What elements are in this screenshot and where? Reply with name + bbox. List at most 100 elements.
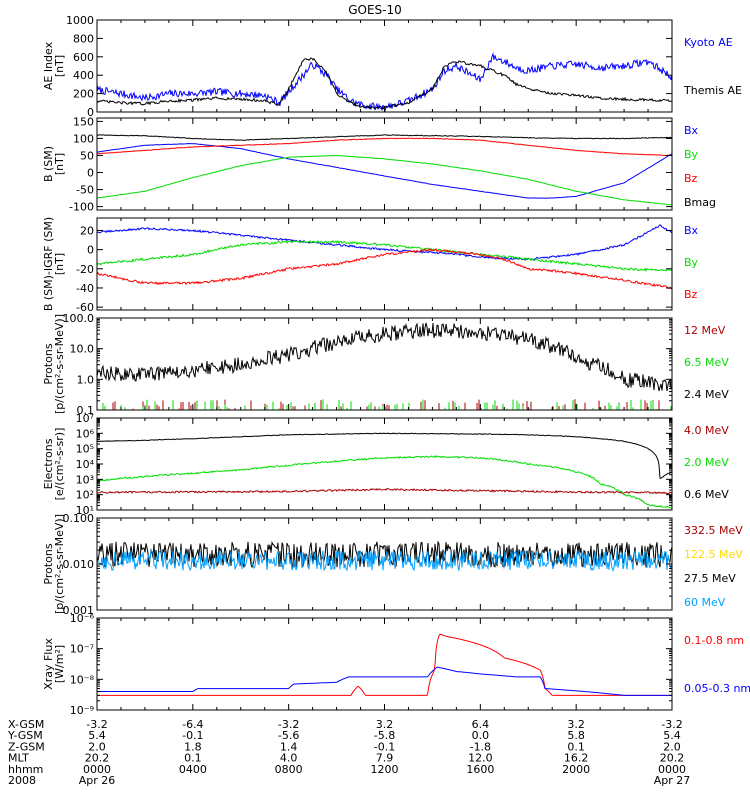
x-row-value: -0.1 [182,729,203,742]
y-axis-label: B (SM)-IGRF (SM)[nT] [42,217,66,311]
y-tick-label: 10⁷ [76,412,94,425]
y-axis-label: Xray Flux[W/m²] [42,638,66,690]
y-axis-label: Protons[p/(cm²-s-sr-MeV)] [42,314,66,414]
x-row-value: 0.1 [567,740,585,753]
x-row-value: 6.4 [472,718,490,731]
chart-panels: 0 200 400 600 800 1000 AE Index[nT] Kyoto AE The… [42,14,750,717]
y-axis-label: Electrons[e/(cm²-s-sr)] [42,428,66,501]
panel-frame [96,617,673,711]
x-row-value: 5.8 [567,729,585,742]
series-3-3 [96,247,672,290]
y-tick-label: 100.0 [63,312,95,325]
x-row-value: -3.2 [278,718,299,731]
y-tick-label: 400 [73,69,94,82]
legend-entry: Bz [684,288,698,301]
x-row-value: 3.2 [376,718,394,731]
panel-3: -60 -40 -20 0 20 B (SM)-IGRF (SM)[nT] Bx By Bz [42,217,699,314]
x-row-value: 0000 [658,763,686,776]
series-2-2 [96,154,673,206]
series-5-2 [97,455,673,509]
legend-entry: 6.5 MeV [684,356,729,369]
series-2-3 [97,137,673,157]
y-tick-label: 50 [80,149,94,162]
x-row-name: Y-GSM [7,729,43,742]
x-row-name: Z-GSM [8,740,45,753]
panel-7: 10⁻⁹ 10⁻⁸ 10⁻⁷ 10⁻⁶ Xray Flux[W/m²] 0.1-0.8 n… [42,612,750,717]
series-3-1 [96,224,673,261]
y-tick-label: 200 [73,88,94,101]
legend-entry: 2.0 MeV [684,456,729,469]
y-tick-label: 10⁻⁹ [70,704,94,717]
y-tick-label: 10² [76,489,94,502]
x-row-value: 2.0 [663,740,681,753]
series-4-3 [96,322,673,392]
legend-entry: Bmag [684,196,716,209]
y-tick-label: 10⁻⁸ [70,673,95,686]
y-tick-label: 10.0 [70,343,95,356]
y-tick-label: 800 [73,32,94,45]
y-tick-label: 10⁵ [76,443,94,456]
panel-frame [96,117,673,211]
series-3-2 [96,239,673,273]
legend-entry: Bx [684,224,699,237]
x-row-name: MLT [8,752,29,765]
x-row-value: -5.8 [374,729,395,742]
x-row-value: -1.8 [470,740,491,753]
x-axis-table: X-GSM -3.2 -6.4 -3.2 3.2 6.4 3.2 -3.2 Y-GSM 5.4 -0… [7,718,690,787]
x-row-value: 16.2 [564,752,589,765]
panel-5: 10¹ 10² 10³ 10⁴ 10⁵ 10⁶ 10⁷ Electrons[e/(cm²-s-… [42,412,729,517]
series-1-1 [96,52,673,113]
y-axis-label: Protons[p/(cm²-s-sr-MeV)] [42,514,66,614]
legend-entry: Themis AE [683,84,742,97]
y-tick-label: 1.0 [77,373,95,386]
y-tick-label: 10⁶ [76,427,95,440]
series-1-2 [96,57,673,110]
y-tick-label: -40 [76,282,94,295]
x-row-value: 0800 [275,763,303,776]
y-tick-label: -100 [69,201,94,214]
x-row-value: 1200 [371,763,399,776]
x-row-value: 3.2 [567,718,585,731]
legend-entry: 4.0 MeV [684,424,729,437]
series-2-1 [96,142,673,199]
y-axis-label: B (SM)[nT] [42,146,66,182]
legend-entry: 332.5 MeV [684,524,743,537]
x-row-value: -3.2 [86,718,107,731]
x-row-value: 0000 [83,763,111,776]
y-tick-label: 600 [73,51,94,64]
x-row-value: 1600 [466,763,494,776]
legend-entry: 122.5 MeV [684,548,743,561]
y-tick-label: 0 [87,167,94,180]
legend-entry: 0.1-0.8 nm [684,634,744,647]
y-axis-label: AE Index[nT] [42,41,66,90]
series-7-1 [97,633,672,696]
panel-frame [96,19,673,113]
panel-4: 0.1 1.0 10.0 100.0Protons[p/(cm²-s-sr-MeV)]… [42,312,729,417]
x-row-value: 2000 [562,763,590,776]
legend-entry: 0.05-0.3 nm [684,682,750,695]
y-tick-label: -60 [76,301,94,314]
y-tick-label: 10⁻⁷ [70,643,94,656]
y-tick-label: 1000 [66,14,94,27]
x-row-value: 12.0 [468,752,493,765]
series-6-3 [96,540,673,570]
x-row-name: 2008 [8,774,36,787]
y-tick-label: 0.010 [63,558,95,571]
legend-entry: Kyoto AE [684,36,733,49]
x-row-value: 1.4 [280,740,298,753]
panel-2: -100 -50 0 50 100 150 B (SM)[nT] Bx By Bz Bmag [42,115,716,213]
y-tick-label: 0.100 [63,512,95,525]
x-row-value: 4.0 [280,752,298,765]
x-row-value: Apr 26 [79,774,116,787]
y-tick-label: 0.1 [77,404,95,417]
x-row-value: 0.1 [184,752,202,765]
x-row-value: 5.4 [88,729,106,742]
x-row-value: Apr 27 [654,774,691,787]
y-tick-label: 10³ [76,473,94,486]
y-tick-label: -50 [76,184,94,197]
y-tick-label: -20 [76,263,94,276]
x-row-value: -3.2 [661,718,682,731]
x-row-value: -5.6 [278,729,299,742]
series-5-1 [96,487,673,495]
